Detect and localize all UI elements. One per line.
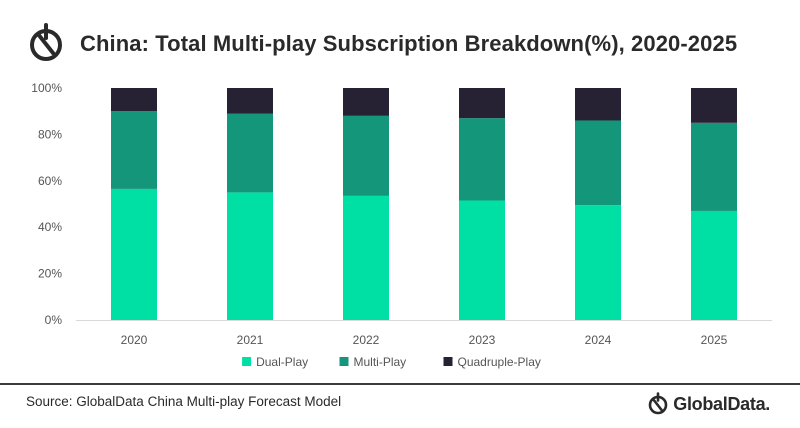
globaldata-logo-icon — [648, 392, 668, 415]
footer-divider — [0, 383, 800, 385]
legend-swatch — [242, 357, 252, 366]
bar-segment-dual-play — [227, 192, 273, 320]
x-tick-label: 2023 — [469, 333, 496, 347]
chart-title: China: Total Multi-play Subscription Bre… — [80, 31, 738, 56]
bar-segment-quadruple-play — [343, 88, 389, 116]
globaldata-logo-icon — [30, 23, 62, 61]
y-tick-label: 80% — [38, 127, 62, 141]
x-tick-label: 2021 — [237, 333, 264, 347]
bar-segment-multi-play — [227, 113, 273, 193]
x-tick-label: 2024 — [585, 333, 612, 347]
brand-logo: GlobalData. — [647, 392, 770, 416]
brand-name: GlobalData. — [673, 393, 770, 414]
bar-segment-quadruple-play — [459, 88, 505, 119]
y-tick-label: 60% — [38, 174, 62, 188]
bar-segment-multi-play — [691, 122, 737, 211]
bar-segment-quadruple-play — [227, 88, 273, 114]
bar-segment-dual-play — [459, 200, 505, 320]
legend-label: Quadruple-Play — [458, 355, 541, 369]
legend-label: Dual-Play — [256, 355, 308, 369]
legend-label: Multi-Play — [354, 355, 407, 369]
bar-segment-multi-play — [459, 118, 505, 201]
x-tick-label: 2025 — [701, 333, 728, 347]
bar-segment-dual-play — [111, 188, 157, 320]
bar-segment-quadruple-play — [111, 88, 157, 112]
bar-segment-quadruple-play — [575, 88, 621, 121]
y-tick-label: 100% — [31, 81, 62, 95]
bar-segment-dual-play — [343, 195, 389, 320]
source-note: Source: GlobalData China Multi-play Fore… — [26, 394, 342, 409]
y-tick-label: 20% — [38, 267, 62, 281]
x-tick-label: 2022 — [353, 333, 380, 347]
bar-segment-dual-play — [691, 210, 737, 320]
bar-segment-dual-play — [575, 205, 621, 320]
x-tick-label: 2020 — [121, 333, 148, 347]
legend-swatch — [339, 357, 349, 366]
bar-segment-quadruple-play — [691, 88, 737, 123]
bar-segment-multi-play — [343, 115, 389, 196]
y-tick-label: 40% — [38, 220, 62, 234]
stacked-bar-chart: 0% 20% 40% 60% 80% 100% 2020 2021 2022 2023 2024 20… — [31, 81, 772, 369]
y-tick-label: 0% — [45, 313, 63, 327]
bar-segment-multi-play — [111, 111, 157, 189]
legend-swatch — [443, 357, 453, 366]
chart-header: China: Total Multi-play Subscription Bre… — [26, 22, 737, 66]
bar-segment-multi-play — [575, 120, 621, 206]
